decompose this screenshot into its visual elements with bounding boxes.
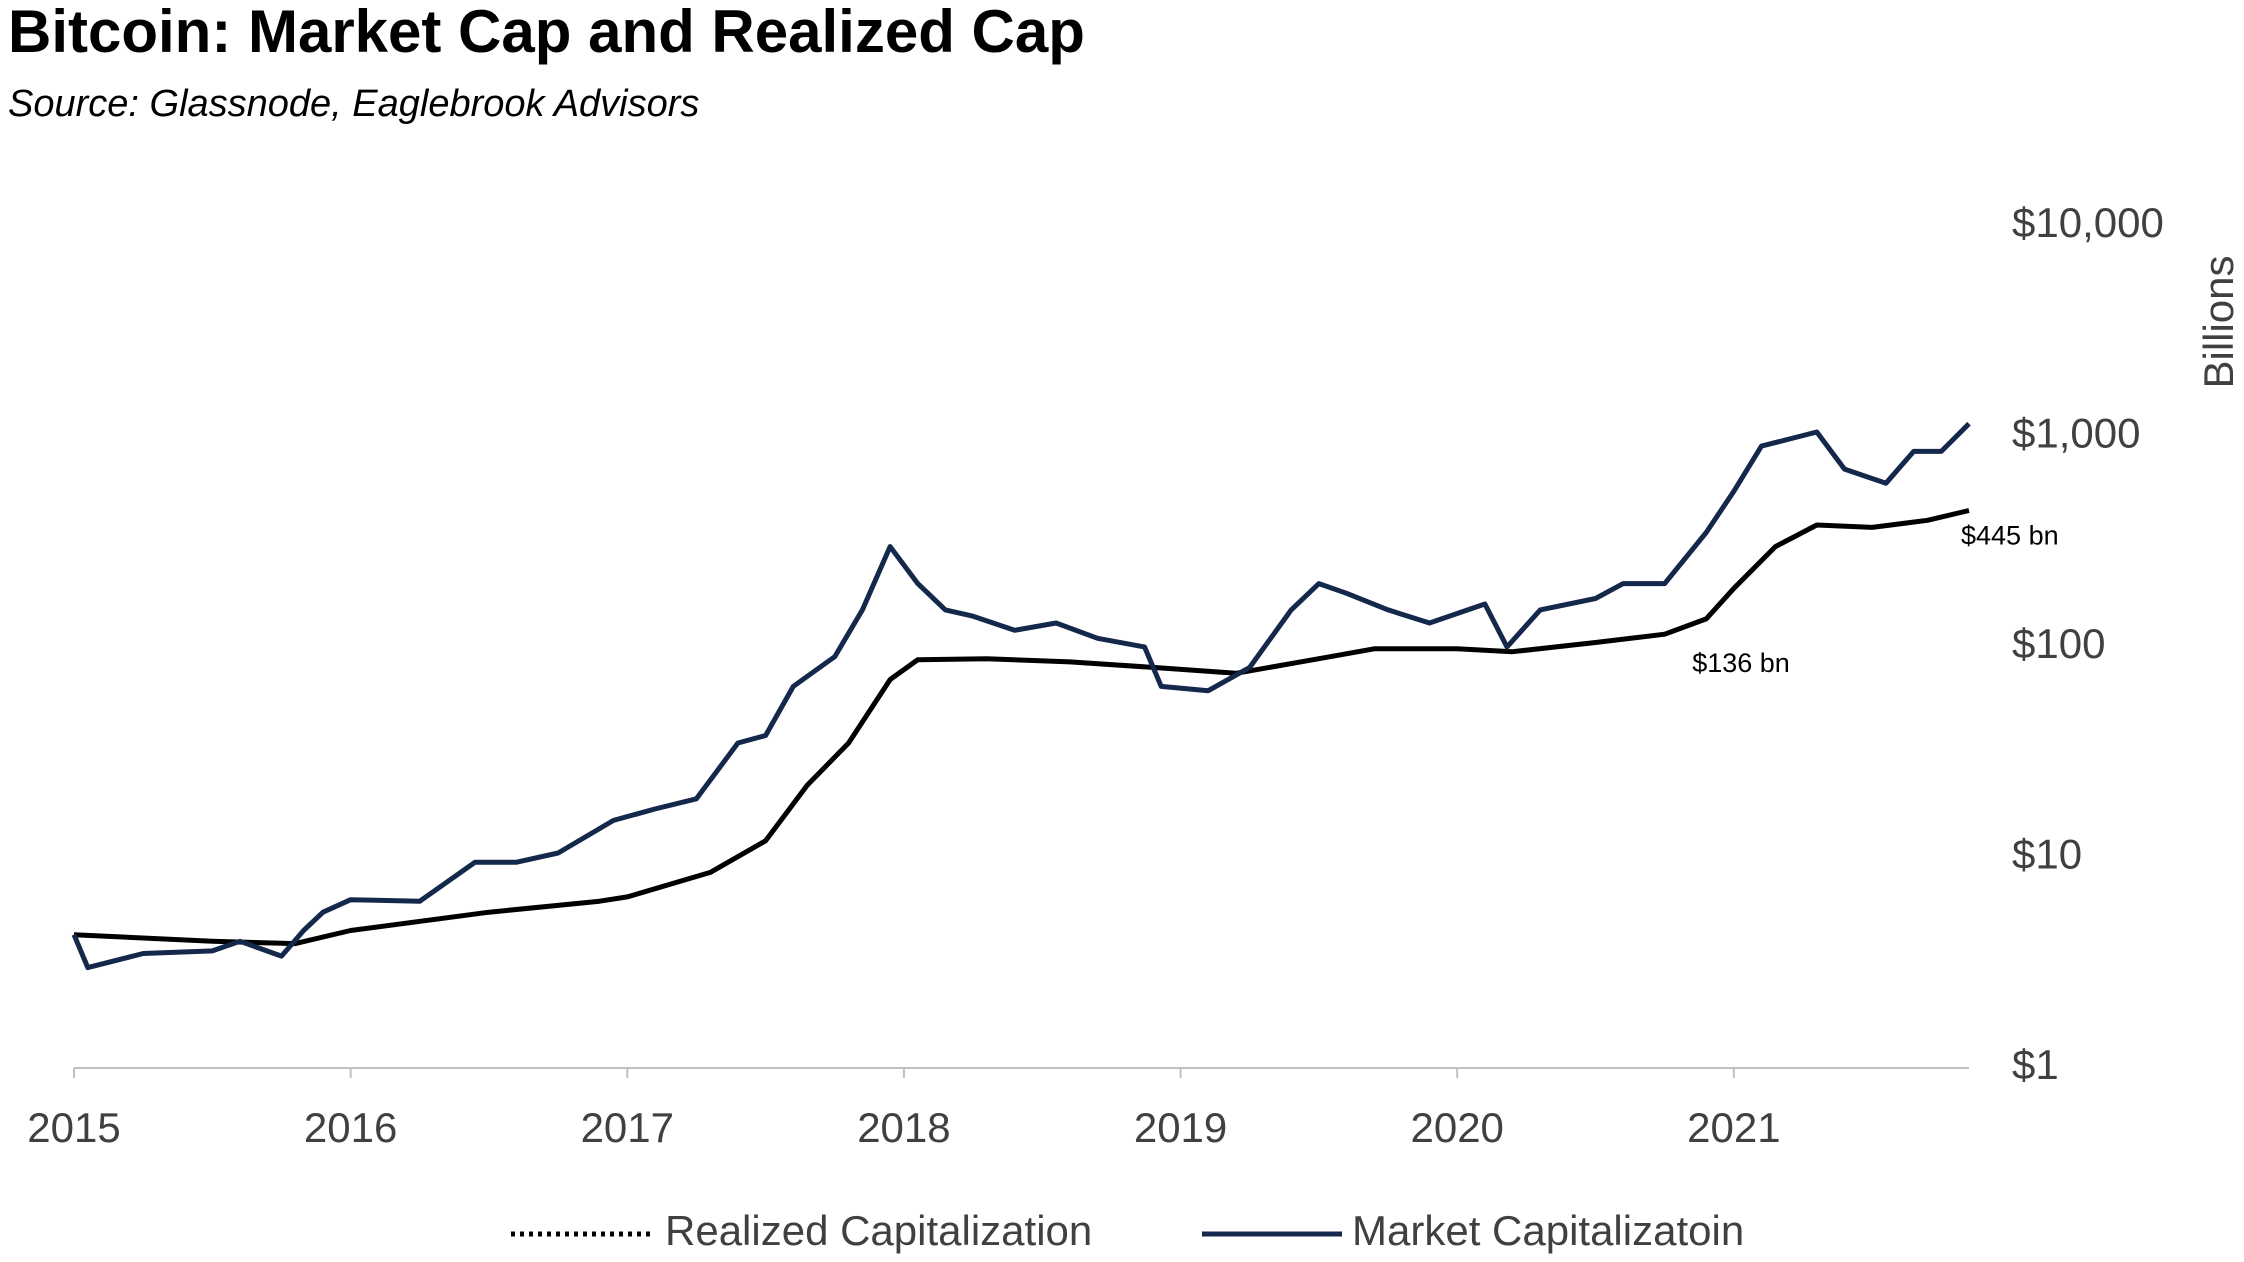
legend-label: Market Capitalizatoin bbox=[1352, 1207, 1744, 1254]
annotation: $445 bn bbox=[1961, 521, 2059, 551]
series-line bbox=[71, 421, 1971, 971]
x-tick-label: 2020 bbox=[1410, 1104, 1503, 1151]
y-tick-label: $10,000 bbox=[2012, 199, 2164, 246]
y-axis-label: Billions bbox=[2195, 255, 2242, 388]
series-line bbox=[73, 508, 1970, 947]
legend-label: Realized Capitalization bbox=[665, 1207, 1092, 1254]
y-tick-label: $10 bbox=[2012, 831, 2082, 878]
annotation: $136 bn bbox=[1692, 648, 1790, 678]
y-tick-label: $100 bbox=[2012, 620, 2105, 667]
x-tick-label: 2021 bbox=[1687, 1104, 1780, 1151]
x-tick-label: 2017 bbox=[581, 1104, 674, 1151]
x-tick-label: 2018 bbox=[857, 1104, 950, 1151]
y-tick-label: $1,000 bbox=[2012, 410, 2140, 457]
x-tick-label: 2016 bbox=[304, 1104, 397, 1151]
chart-subtitle: Source: Glassnode, Eaglebrook Advisors bbox=[8, 83, 699, 125]
x-tick-label: 2015 bbox=[27, 1104, 120, 1151]
y-tick-label: $1 bbox=[2012, 1041, 2059, 1088]
chart-title: Bitcoin: Market Cap and Realized Cap bbox=[8, 0, 1085, 65]
x-tick-label: 2019 bbox=[1134, 1104, 1227, 1151]
